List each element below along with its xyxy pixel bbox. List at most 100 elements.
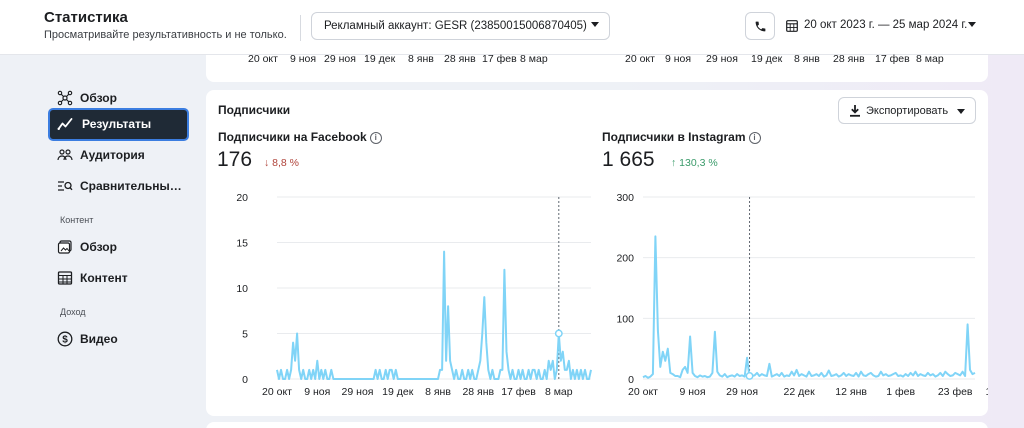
series-line	[642, 235, 976, 379]
x-tick-label: 8 мар	[545, 386, 573, 398]
y-tick-label: 5	[242, 329, 248, 341]
previous-chart-x-axis-right: 20 окт 9 ноя 29 ноя 19 дек 8 янв 28 янв 17 фев…	[206, 53, 988, 67]
ad-account-label: Рекламный аккаунт: GESR (238500150068704…	[324, 20, 587, 32]
date-range-label: 20 окт 2023 г. — 25 мар 2024 г.	[804, 19, 968, 31]
ad-account-selector[interactable]: Рекламный аккаунт: GESR (238500150068704…	[311, 12, 610, 40]
sidebar-item-content[interactable]: Контент	[48, 262, 189, 295]
sidebar-item-results[interactable]: Результаты	[48, 108, 189, 141]
x-tick-label: 9 ноя	[304, 386, 330, 398]
x-tick-label: 12 янв	[835, 386, 867, 398]
header-divider	[300, 15, 301, 41]
x-tick-label: 8 мар	[916, 53, 944, 65]
trend-icon	[57, 118, 73, 130]
y-tick-label: 0	[242, 374, 248, 386]
y-tick-label: 15	[236, 238, 248, 250]
x-tick-label: 17 фев	[501, 386, 536, 398]
subscribers-card: Подписчики Экспортировать Подписчики на …	[206, 90, 988, 416]
y-tick-label: 10	[236, 283, 248, 295]
chevron-down-icon	[957, 109, 965, 114]
facebook-title-text: Подписчики на Facebook	[218, 130, 367, 144]
svg-text:$: $	[62, 335, 68, 346]
sidebar-item-benchmark[interactable]: Сравнительны…	[48, 170, 189, 203]
calendar-icon	[786, 20, 798, 32]
x-tick-label: 28 янв	[462, 386, 494, 398]
export-label: Экспортировать	[866, 105, 949, 117]
x-tick-label: 8 янв	[425, 386, 451, 398]
facebook-metric-title: Подписчики на Facebook i	[218, 130, 382, 144]
export-button[interactable]: Экспортировать	[838, 97, 976, 124]
chevron-down-icon	[968, 22, 976, 27]
instagram-metric-value: 1 665	[602, 148, 655, 171]
x-tick-label: 19 дек	[382, 386, 414, 398]
x-tick-label: 29 ноя	[324, 53, 356, 65]
x-tick-label: 20 окт	[262, 386, 292, 398]
x-tick-label: 8 янв	[794, 53, 820, 65]
hover-marker-point	[745, 372, 754, 380]
facebook-metric-value: 176	[217, 148, 253, 171]
x-tick-label: 20 окт	[625, 53, 655, 65]
x-tick-label: 28 янв	[444, 53, 476, 65]
previous-chart-card: 20 окт 9 ноя 29 ноя 19 дек 8 янв 28 янв 17 фев…	[206, 53, 988, 82]
facebook-metric-change: ↓ 8,8 %	[264, 157, 300, 169]
sidebar-item-video[interactable]: $ Видео	[48, 323, 189, 356]
people-icon	[57, 149, 73, 161]
network-icon	[57, 90, 73, 106]
instagram-subscribers-chart: 0 100 200 300 20 окт 9 ноя 29 ноя 22 дек 12 янв 1…	[616, 192, 988, 398]
y-tick-label: 0	[628, 374, 634, 386]
x-tick-label: 28 янв	[833, 53, 865, 65]
sidebar-item-label: Контент	[80, 271, 128, 285]
x-tick-label: 29 ноя	[342, 386, 374, 398]
page-subtitle: Просматривайте результативность и не тол…	[44, 29, 287, 41]
page-title: Статистика	[44, 9, 128, 26]
info-icon[interactable]: i	[748, 132, 761, 144]
sidebar-item-label: Обзор	[80, 240, 117, 254]
sidebar-item-label: Аудитория	[80, 148, 145, 162]
y-tick-label: 300	[616, 192, 634, 204]
y-tick-label: 200	[616, 253, 634, 265]
info-icon[interactable]: i	[369, 132, 382, 144]
instagram-title-text: Подписчики в Instagram	[602, 130, 746, 144]
top-bar: Статистика Просматривайте результативнос…	[0, 0, 1024, 55]
x-tick-label: 20 окт	[628, 386, 658, 398]
sidebar-item-content-overview[interactable]: Обзор	[48, 231, 189, 264]
previous-chart-x-axis-left: 20 окт 9 ноя 29 ноя 19 дек 8 янв 28 янв 17 фев…	[206, 53, 586, 67]
x-tick-label: 19 дек	[364, 53, 396, 65]
sidebar-section-income: Доход	[60, 307, 86, 317]
x-tick-label: 29 ноя	[706, 53, 738, 65]
sidebar-item-label: Результаты	[82, 117, 152, 131]
sidebar-item-label: Обзор	[80, 91, 117, 105]
sidebar-item-audience[interactable]: Аудитория	[48, 139, 189, 172]
instagram-metric-title: Подписчики в Instagram i	[602, 130, 761, 144]
download-icon	[850, 105, 860, 117]
sidebar-section-content: Контент	[60, 215, 94, 225]
next-card	[206, 422, 988, 428]
x-tick-label: 17 фев	[875, 53, 910, 65]
hover-marker-point	[554, 329, 563, 338]
x-tick-label: 14 мар	[986, 386, 988, 398]
x-tick-label: 9 ноя	[665, 53, 692, 65]
x-tick-label: 9 ноя	[290, 53, 317, 65]
phone-button[interactable]	[745, 12, 775, 40]
card-title: Подписчики	[218, 103, 291, 117]
series-line	[276, 250, 592, 380]
y-tick-label: 20	[236, 192, 248, 204]
x-tick-label: 23 фев	[938, 386, 973, 398]
x-tick-label: 8 мар	[520, 53, 548, 65]
x-tick-label: 9 ноя	[680, 386, 706, 398]
sidebar-item-overview[interactable]: Обзор	[48, 82, 189, 115]
dollar-icon: $	[57, 331, 73, 347]
x-tick-label: 17 фев	[482, 53, 517, 65]
date-range-picker[interactable]: 20 окт 2023 г. — 25 мар 2024 г.	[786, 12, 980, 40]
x-tick-label: 22 дек	[784, 386, 816, 398]
instagram-metric-change: ↑ 130,3 %	[671, 157, 718, 169]
y-tick-label: 100	[616, 313, 634, 325]
media-icon	[57, 240, 72, 254]
phone-icon	[755, 21, 766, 32]
chevron-down-icon	[591, 22, 599, 27]
facebook-subscribers-chart: 0 5 10 15 20 20 окт 9 ноя 29 ноя 19 дек 8 янв 28 я…	[236, 192, 592, 398]
sidebar-item-label: Видео	[80, 332, 118, 346]
x-tick-label: 19 дек	[751, 53, 783, 65]
x-tick-label: 8 янв	[408, 53, 434, 65]
compare-icon	[58, 181, 73, 191]
x-tick-label: 29 ноя	[726, 386, 758, 398]
